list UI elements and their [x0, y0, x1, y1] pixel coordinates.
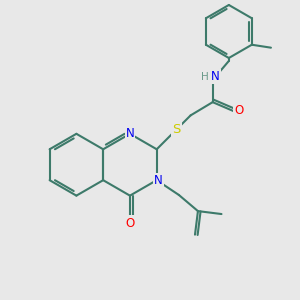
Text: S: S — [172, 123, 181, 136]
Text: N: N — [154, 174, 163, 187]
Text: O: O — [125, 217, 135, 230]
Text: N: N — [211, 70, 220, 83]
Text: O: O — [234, 104, 243, 118]
Text: H: H — [200, 71, 208, 82]
Text: N: N — [126, 127, 134, 140]
